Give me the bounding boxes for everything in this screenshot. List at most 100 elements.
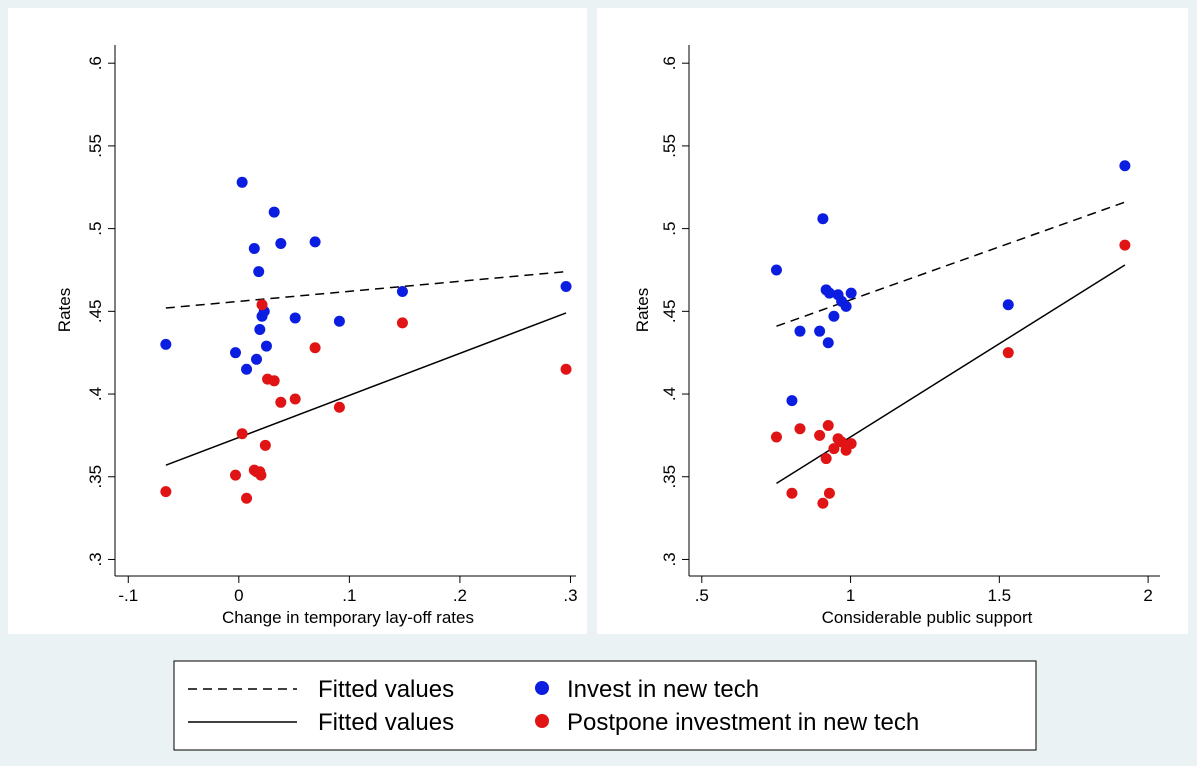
left-red-point	[309, 342, 321, 354]
legend-box	[173, 660, 1037, 751]
right-red-point	[770, 431, 782, 443]
left-red-point	[268, 375, 280, 387]
right-blue-point	[814, 325, 826, 337]
right-red-point	[786, 487, 798, 499]
right-red-point	[794, 423, 806, 435]
right-red-point	[820, 453, 832, 465]
legend-label-postpone: Postpone investment in new tech	[567, 709, 919, 736]
left-blue-point	[253, 266, 265, 278]
right-points	[770, 160, 1131, 509]
left-blue-point	[396, 285, 408, 297]
left-blue-point	[268, 206, 280, 218]
legend-label-fitted-dashed: Fitted values	[318, 676, 454, 703]
left-chart-panel: -.1 0 .1 .2 .3 .3 .35 .4 .45 .5 .55 .6 Change in t…	[8, 8, 587, 634]
legend-red-dot-swatch	[535, 714, 549, 728]
right-y-tick-label: .5	[660, 222, 679, 236]
left-x-tick-label: .3	[563, 586, 577, 605]
left-fit-lines	[165, 270, 567, 466]
left-y-ticks: .3 .35 .4 .45 .5 .55 .6	[86, 56, 115, 567]
right-red-point	[814, 429, 826, 441]
legend: Fitted values Invest in new tech Fitted …	[173, 660, 1037, 751]
right-y-ticks: .3 .35 .4 .45 .5 .55 .6	[660, 56, 689, 567]
left-blue-point	[236, 176, 248, 188]
right-red-point	[822, 419, 834, 431]
right-red-point	[836, 436, 848, 448]
left-fitted-dashed-line	[165, 270, 567, 309]
legend-label-invest: Invest in new tech	[567, 676, 759, 703]
right-blue-point	[786, 395, 798, 407]
left-red-point	[256, 299, 268, 311]
left-y-tick-label: .3	[86, 552, 105, 566]
right-y-tick-label: .55	[660, 134, 679, 158]
left-y-tick-label: .6	[86, 56, 105, 70]
left-red-point	[230, 469, 242, 481]
left-fitted-solid-line	[165, 312, 567, 466]
left-red-point	[275, 396, 287, 408]
left-red-point	[259, 439, 271, 451]
left-blue-point	[289, 312, 301, 324]
right-red-point	[845, 438, 857, 450]
left-y-tick-label: .4	[86, 387, 105, 401]
left-blue-point	[560, 281, 572, 293]
right-blue-point	[840, 300, 852, 312]
right-fitted-dashed-line	[776, 201, 1126, 327]
right-x-axis-label: Considerable public support	[822, 608, 1033, 627]
left-x-axis-label: Change in temporary lay-off rates	[222, 608, 474, 627]
right-chart-panel: .5 1 1.5 2 .3 .35 .4 .45 .5 .55 .6 Considerable p…	[597, 8, 1188, 634]
left-blue-point	[230, 347, 242, 359]
left-blue-point	[248, 242, 260, 254]
left-y-axis-label: Rates	[55, 288, 74, 332]
right-red-point	[1002, 347, 1014, 359]
left-red-point	[333, 401, 345, 413]
left-y-tick-label: .5	[86, 222, 105, 236]
left-blue-point	[251, 353, 263, 365]
right-x-tick-label: 1	[846, 586, 855, 605]
left-red-point	[289, 393, 301, 405]
right-red-point	[823, 487, 835, 499]
right-blue-point	[770, 264, 782, 276]
left-x-ticks: -.1 0 .1 .2 .3	[118, 576, 578, 605]
left-blue-point	[241, 363, 253, 375]
left-points	[160, 176, 572, 504]
left-red-point	[560, 363, 572, 375]
left-y-tick-label: .35	[86, 465, 105, 489]
left-x-tick-label: .2	[453, 586, 467, 605]
right-blue-point	[794, 325, 806, 337]
left-blue-point	[309, 236, 321, 248]
right-y-tick-label: .6	[660, 56, 679, 70]
left-red-point	[236, 428, 248, 440]
left-red-point	[255, 469, 267, 481]
left-blue-point	[260, 340, 272, 352]
right-blue-point	[823, 287, 835, 299]
left-red-point	[241, 492, 253, 504]
right-y-tick-label: .35	[660, 465, 679, 489]
right-red-point	[828, 443, 840, 455]
right-y-tick-label: .4	[660, 387, 679, 401]
right-blue-point	[822, 337, 834, 349]
right-blue-point	[828, 310, 840, 322]
left-red-point	[160, 486, 172, 498]
left-y-tick-label: .55	[86, 134, 105, 158]
left-x-tick-label: 0	[234, 586, 243, 605]
left-y-tick-label: .45	[86, 300, 105, 324]
right-red-point	[817, 497, 829, 509]
left-x-tick-label: .1	[342, 586, 356, 605]
legend-blue-dot-swatch	[535, 681, 549, 695]
legend-label-fitted-solid: Fitted values	[318, 709, 454, 736]
right-x-tick-label: 1.5	[988, 586, 1012, 605]
right-x-ticks: .5 1 1.5 2	[695, 576, 1153, 605]
left-blue-point	[333, 315, 345, 327]
right-y-axis-label: Rates	[633, 288, 652, 332]
right-blue-point	[845, 287, 857, 299]
right-blue-point	[1002, 299, 1014, 311]
right-x-tick-label: 2	[1143, 586, 1152, 605]
right-plot-background	[597, 8, 1188, 634]
right-red-point	[1119, 239, 1131, 251]
left-blue-point	[254, 324, 266, 336]
left-blue-point	[160, 338, 172, 350]
right-blue-point	[817, 213, 829, 225]
right-x-tick-label: .5	[695, 586, 709, 605]
right-blue-point	[1119, 160, 1131, 172]
left-red-point	[396, 317, 408, 329]
